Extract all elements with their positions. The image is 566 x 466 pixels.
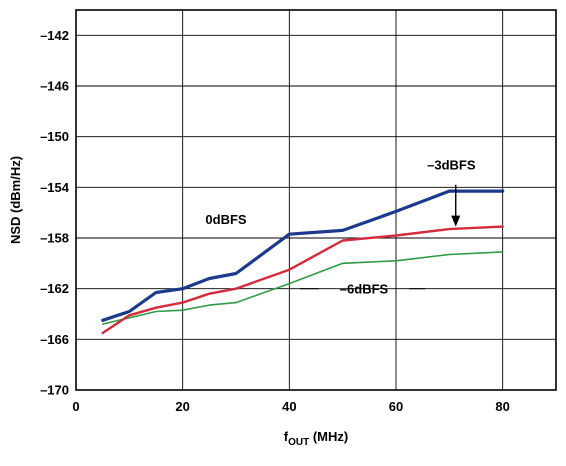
plot-frame (75, 9, 557, 391)
x-axis-label: fOUT (MHz) (284, 429, 348, 448)
annotation-minus3dbfs: –3dBFS (427, 158, 476, 173)
y-tick-label: –142 (40, 28, 69, 43)
y-tick-label: –146 (40, 79, 69, 94)
annotation-minus6dbfs: –6dBFS (340, 282, 389, 297)
series-layer (101, 189, 505, 335)
x-tick-label: 80 (495, 399, 509, 414)
x-axis-label-main: f (284, 429, 289, 444)
x-tick-label: 0 (72, 399, 79, 414)
annotation-0dbfs: 0dBFS (205, 212, 247, 227)
x-tick-label: 20 (175, 399, 189, 414)
tick-label-layer: 0 20 40 60 80 –170 –166 –162 –158 –154 –150 –146 –14… (40, 28, 510, 414)
grid-layer (76, 10, 556, 390)
x-tick-label: 60 (389, 399, 403, 414)
y-tick-label: –162 (40, 281, 69, 296)
y-tick-label: –158 (40, 231, 69, 246)
y-tick-label: –150 (40, 129, 69, 144)
series-line-1 (101, 225, 504, 335)
series-line-0 (101, 189, 505, 322)
y-tick-label: –166 (40, 332, 69, 347)
x-axis-label-subscript: OUT (288, 437, 309, 448)
series-line-2 (101, 251, 504, 325)
annotation-arrow-head (451, 215, 461, 227)
y-tick-label: –154 (40, 180, 70, 195)
annotation-layer: 0dBFS –3dBFS –6dBFS (205, 158, 475, 297)
y-tick-label: –170 (40, 383, 69, 398)
y-axis-label: NSD (dBm/Hz) (8, 156, 23, 244)
x-axis-label-suffix: (MHz) (309, 429, 348, 444)
x-tick-label: 40 (282, 399, 296, 414)
